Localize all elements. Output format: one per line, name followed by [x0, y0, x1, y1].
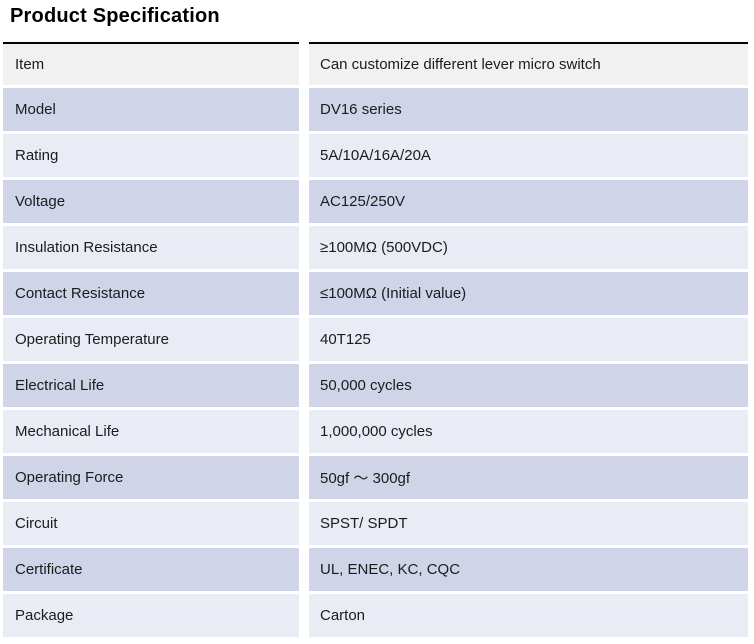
- specification-table: Item Can customize different lever micro …: [3, 42, 748, 637]
- spec-value-cell: Carton: [309, 594, 748, 637]
- spec-label-cell: Insulation Resistance: [3, 226, 299, 269]
- spec-value-cell: 50,000 cycles: [309, 364, 748, 407]
- spec-value-cell: 50gf ～ 300gf: [309, 456, 748, 499]
- spec-value-cell: ≥100MΩ (500VDC): [309, 226, 748, 269]
- spec-label-cell: Operating Force: [3, 456, 299, 499]
- page-title: Product Specification: [10, 5, 220, 27]
- spec-label-cell: Circuit: [3, 502, 299, 545]
- spec-label-cell: Contact Resistance: [3, 272, 299, 315]
- spec-label-cell: Voltage: [3, 180, 299, 223]
- spec-value-cell: UL, ENEC, KC, CQC: [309, 548, 748, 591]
- spec-value-cell: Can customize different lever micro swit…: [309, 42, 748, 85]
- spec-value-cell: ≤100MΩ (Initial value): [309, 272, 748, 315]
- spec-value-cell: 5A/10A/16A/20A: [309, 134, 748, 177]
- spec-label-cell: Electrical Life: [3, 364, 299, 407]
- spec-value-cell: AC125/250V: [309, 180, 748, 223]
- spec-value-cell: SPST/ SPDT: [309, 502, 748, 545]
- spec-label-cell: Rating: [3, 134, 299, 177]
- spec-value-cell: DV16 series: [309, 88, 748, 131]
- spec-label-cell: Certificate: [3, 548, 299, 591]
- spec-value-cell: 40T125: [309, 318, 748, 361]
- spec-label-cell: Item: [3, 42, 299, 85]
- spec-label-cell: Model: [3, 88, 299, 131]
- spec-label-cell: Operating Temperature: [3, 318, 299, 361]
- spec-label-cell: Mechanical Life: [3, 410, 299, 453]
- spec-value-cell: 1,000,000 cycles: [309, 410, 748, 453]
- spec-label-cell: Package: [3, 594, 299, 637]
